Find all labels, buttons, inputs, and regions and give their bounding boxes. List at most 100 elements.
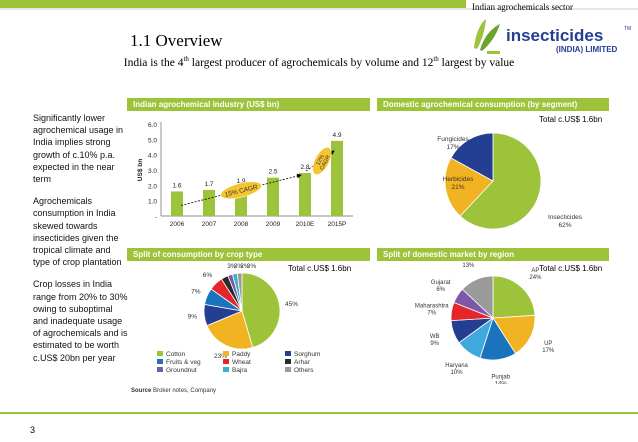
legend-label: Sorghum [294, 351, 320, 358]
x-tick-label: 2010E [296, 221, 315, 228]
company-logo: insecticides (INDIA) LIMITED TM [470, 14, 635, 56]
pie-label: AP [531, 268, 539, 274]
legend-label: Cotton [166, 351, 186, 358]
pie-label: Insecticides [548, 214, 583, 221]
crop-panel-title: Split of consumption by crop type [127, 248, 370, 261]
pie-value-label: 21% [451, 184, 464, 191]
bar-value-label: 2.5 [268, 169, 277, 176]
pie-slice-paddy [206, 310, 254, 350]
y-tick-label: 2.0 [148, 183, 157, 190]
pie-label: Herbicides [443, 176, 474, 183]
y-tick-label: 4.0 [148, 153, 157, 160]
industry-panel-title: Indian agrochemical industry (US$ bn) [127, 98, 370, 111]
cagr-badge-15: 15% CAGR [220, 181, 262, 200]
x-tick-label: 2009 [266, 221, 281, 228]
y-tick-label: 5.0 [148, 137, 157, 144]
legend-swatch [285, 367, 291, 372]
x-tick-label: 2015P [328, 221, 347, 228]
domestic-total: Total c.US$ 1.6bn [539, 115, 603, 124]
pie-label: Fungicides [437, 136, 469, 143]
pie-slice-herbicides [444, 157, 494, 217]
key-point: Significantly lower agrochemical usage i… [33, 113, 124, 185]
legend-label: Wheat [232, 359, 251, 366]
pie-value-label: 3% [227, 263, 237, 270]
region-total: Total c.US$ 1.6bn [539, 264, 603, 273]
legend-label: Others [294, 367, 314, 374]
pie-value-label: 23% [214, 353, 227, 360]
y-tick-label: 3.0 [148, 168, 157, 175]
page-title: 1.1 Overview [130, 31, 223, 50]
bar-value-label: 1.7 [204, 181, 213, 188]
legend-swatch [157, 351, 163, 356]
legend-swatch [285, 351, 291, 356]
logo-tm: TM [624, 26, 631, 32]
pie-slice-insecticides [459, 132, 542, 230]
top-rule [0, 8, 638, 10]
key-point: Agrochemicals consumption in India skewe… [33, 196, 122, 268]
bar-2007 [203, 189, 215, 216]
y-tick-label: - [155, 214, 157, 221]
legend-swatch [157, 367, 163, 372]
pie-slice-up [492, 314, 536, 355]
pie-value-label: 17% [542, 348, 555, 354]
pie-label: Maharashtra [415, 303, 449, 309]
pie-label: UP [544, 341, 552, 347]
legend-label: Groundnut [166, 367, 197, 374]
bar-value-label: 1.9 [236, 178, 245, 185]
x-tick-label: 2006 [170, 221, 185, 228]
region-panel-title: Split of domestic market by region [377, 248, 609, 261]
pie-slice-others [236, 272, 243, 312]
footer-rule [0, 412, 638, 414]
pie-value-label: 2% [240, 263, 250, 270]
pie-value-label: 13% [462, 263, 475, 269]
bar-2006 [171, 191, 183, 216]
legend-swatch [157, 359, 163, 364]
bar-value-label: 2.8 [300, 164, 309, 171]
x-tick-label: 2007 [202, 221, 217, 228]
legend-label: Arhar [294, 359, 311, 366]
pie-value-label: 24% [529, 275, 542, 281]
domestic-panel-title: Domestic agrochemical consumption (by se… [377, 98, 609, 111]
legend-label: Fruits & veg [166, 359, 201, 366]
y-tick-label: 6.0 [148, 122, 157, 129]
bar-value-label: 1.6 [172, 182, 181, 189]
pie-value-label: 7% [191, 289, 201, 296]
x-tick-label: 2008 [234, 221, 249, 228]
legend-swatch [223, 367, 229, 372]
pie-label: Haryana [445, 363, 468, 369]
section-tag: Indian agrochemicals sector [472, 2, 573, 12]
source-note: Source Broker notes, Company [131, 388, 217, 394]
cagr-label: 12% [315, 154, 326, 167]
pie-value-label: 45% [285, 301, 298, 308]
pie-label: Punjab [491, 375, 510, 381]
bar-2010E [299, 173, 311, 216]
pie-value-label: 9% [430, 341, 439, 347]
pie-value-label: 17% [446, 144, 459, 151]
logo-wordmark: insecticides [506, 26, 603, 45]
industry-bar-chart: - 1.0 2.0 3.0 4.0 5.0 6.0 US$ bn 1.6 2006 1.7 2007 1… [137, 122, 353, 228]
bar-2009 [267, 177, 279, 216]
legend-swatch [223, 359, 229, 364]
top-accent-bar [0, 0, 466, 8]
pie-slice-cotton [241, 272, 281, 348]
legend-swatch [285, 359, 291, 364]
logo-mark-icon: insecticides (INDIA) LIMITED TM [474, 19, 631, 54]
bar-2015P [331, 140, 343, 216]
pie-value-label: 62% [558, 222, 571, 229]
key-point: Crop losses in India range from 20% to 3… [33, 279, 128, 363]
bar-value-label: 4.9 [332, 132, 341, 139]
legend-label: Bajra [232, 367, 248, 374]
y-axis-title: US$ bn [137, 159, 144, 181]
cagr-arrow-2006-2010 [180, 173, 302, 206]
pie-value-label: 9% [188, 314, 198, 321]
pie-value-label: 6% [203, 272, 213, 279]
pie-label: Gujarat [431, 280, 451, 286]
page-number: 3 [30, 425, 36, 435]
logo-subtext: (INDIA) LIMITED [556, 45, 618, 54]
pie-slice-fungicides [450, 132, 494, 182]
pie-value-label: 10% [451, 370, 464, 376]
pie-slice-others [461, 275, 494, 319]
crop-pie-chart: 45%23%9%7%6%3%2%2%2%Cotton Paddy SorghumFr… [157, 263, 320, 374]
